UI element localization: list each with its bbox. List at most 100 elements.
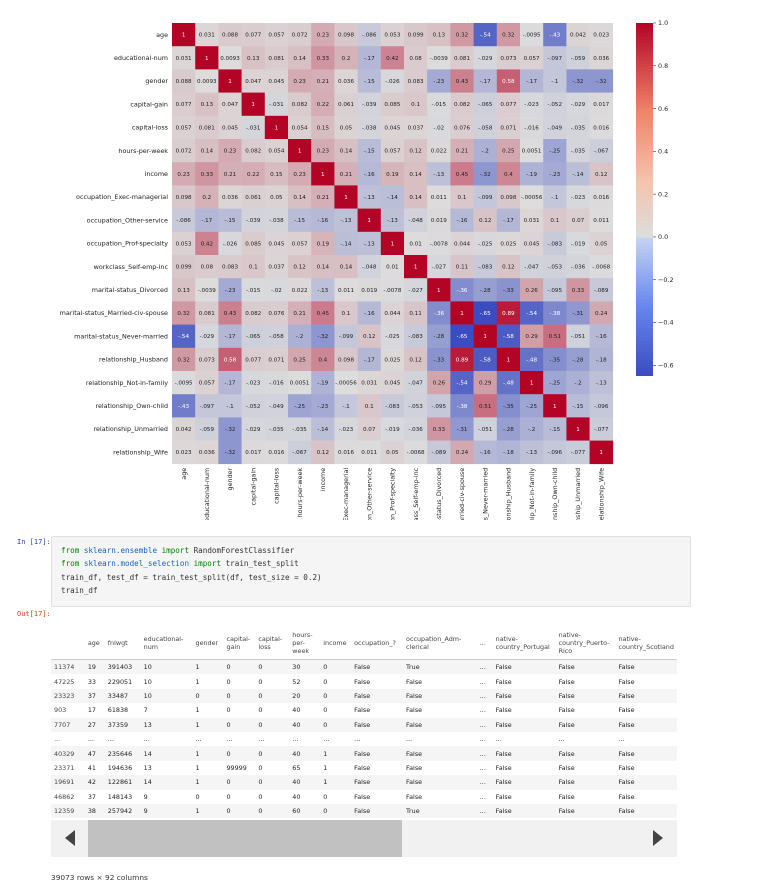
- heatmap-cell: [357, 46, 382, 70]
- heatmap-cell: [566, 417, 590, 441]
- table-cell: 1: [195, 677, 200, 686]
- heatmap-cell: [288, 69, 312, 93]
- heatmap-cell: [427, 301, 451, 325]
- heatmap-cell: [566, 208, 590, 233]
- heatmap-cell-value: 0.45: [317, 311, 330, 317]
- table-cell: 33: [87, 677, 96, 686]
- heatmap-cell-value: -.053: [548, 265, 563, 271]
- heatmap-cell: [288, 115, 312, 140]
- heatmap-cell-value: -.1: [551, 79, 559, 85]
- heatmap-cell: [589, 92, 614, 117]
- horizontal-scrollbar[interactable]: [51, 820, 677, 857]
- table-row-index: 11374: [51, 659, 85, 675]
- scrollbar-thumb[interactable]: [88, 820, 402, 857]
- heatmap-cell: [520, 23, 544, 47]
- heatmap-cell-value: 0.036: [593, 56, 609, 62]
- heatmap-cell: [264, 255, 289, 279]
- heatmap-cell-value: -.047: [408, 381, 423, 387]
- heatmap-cell: [543, 23, 567, 47]
- heatmap-cell-value: 0.081: [268, 56, 284, 62]
- heatmap-column-label: capital-loss: [273, 467, 281, 504]
- heatmap-cell-value: 0.12: [363, 334, 375, 340]
- heatmap-cell: [566, 347, 590, 372]
- heatmap-cell-value: -.17: [364, 357, 375, 363]
- heatmap-cell: [473, 115, 498, 140]
- heatmap-cell-value: 0.33: [317, 56, 330, 62]
- heatmap-cell-value: 0.12: [409, 149, 421, 155]
- heatmap-cell-value: 0.23: [317, 33, 330, 39]
- heatmap-cell: [172, 115, 196, 140]
- heatmap-row-label: age: [156, 31, 168, 39]
- table-cell: ...: [323, 735, 330, 744]
- heatmap-cell: [334, 46, 358, 70]
- heatmap-cell-value: 1: [298, 149, 302, 155]
- heatmap-cell-value: -.0095: [523, 33, 541, 39]
- heatmap-cell-value: 0.23: [293, 79, 306, 85]
- heatmap-cell-value: 0.044: [384, 311, 400, 317]
- heatmap-cell-value: -.0078: [430, 241, 448, 247]
- heatmap-cell-value: 0.4: [504, 172, 513, 178]
- heatmap-cell-value: -.065: [246, 334, 261, 340]
- heatmap-cell: [589, 278, 614, 302]
- heatmap-cell: [172, 394, 196, 418]
- heatmap-cell: [496, 162, 521, 186]
- table-cell: 1: [192, 803, 224, 819]
- table-cell: 14: [140, 746, 193, 761]
- heatmap-cell: [496, 46, 521, 70]
- heatmap-cell-value: 0.21: [293, 311, 306, 317]
- colorbar-tick-label: 0.6: [658, 105, 668, 113]
- heatmap-cell-value: 0.14: [409, 195, 422, 201]
- heatmap-cell-value: 0.022: [431, 149, 447, 155]
- heatmap-cell: [264, 440, 289, 465]
- table-row-index: 903: [54, 706, 67, 715]
- heatmap-cell: [311, 208, 335, 233]
- heatmap-cell: [172, 92, 196, 117]
- heatmap-cell-value: -.32: [480, 172, 491, 178]
- heatmap-cell-value: -.32: [225, 427, 236, 433]
- heatmap-row-label: gender: [145, 77, 168, 85]
- heatmap-cell-value: 0.045: [222, 125, 238, 131]
- heatmap-cell-value: -.17: [225, 334, 236, 340]
- scroll-left-arrow-icon[interactable]: [65, 830, 75, 846]
- heatmap-cell-value: -.36: [433, 311, 444, 317]
- table-cell: False: [555, 775, 616, 790]
- heatmap-cell: [380, 301, 405, 325]
- code-cell[interactable]: from sklearn.ensemble import RandomFores…: [51, 536, 691, 607]
- table-cell: False: [555, 746, 616, 761]
- heatmap-cell: [218, 347, 242, 372]
- heatmap-cell: [241, 440, 266, 465]
- heatmap-cell-value: -.23: [317, 404, 328, 410]
- heatmap-cell-value: -.023: [571, 195, 586, 201]
- heatmap-cell-value: 0.14: [340, 149, 353, 155]
- table-cell: False: [351, 775, 404, 790]
- table-cell: 30: [289, 659, 321, 675]
- scroll-right-arrow-icon[interactable]: [653, 830, 663, 846]
- heatmap-cell-value: 0.082: [245, 149, 261, 155]
- heatmap-cell-value: 0.031: [361, 381, 377, 387]
- dataframe-output: age fnlwgt educational-num gender capital-ga…: [51, 627, 677, 859]
- heatmap-cell-value: 0.099: [176, 265, 192, 271]
- table-cell: False: [495, 763, 512, 772]
- heatmap-cell-value: 0.32: [502, 33, 514, 39]
- heatmap-cell-value: -.058: [478, 125, 493, 131]
- heatmap-cell: [288, 208, 312, 233]
- heatmap-cell-value: 0.21: [317, 195, 330, 201]
- heatmap-cell-value: 0.045: [268, 241, 284, 247]
- heatmap-cell-value: 0.085: [245, 241, 261, 247]
- heatmap-cell: [218, 255, 242, 279]
- table-cell: 7: [143, 706, 148, 715]
- heatmap-cell-value: 0.01: [386, 265, 399, 271]
- table-column-header: ...: [476, 627, 493, 660]
- heatmap-cell-value: -.067: [594, 149, 609, 155]
- heatmap-cell: [543, 440, 567, 465]
- heatmap-cell-value: 0.14: [293, 56, 306, 62]
- heatmap-cell: [450, 255, 474, 279]
- table-cell: 52: [292, 677, 301, 686]
- heatmap-cell: [427, 208, 451, 233]
- heatmap-cell: [334, 417, 358, 441]
- heatmap-cell: [520, 92, 544, 117]
- heatmap-cell: [334, 324, 358, 349]
- heatmap-cell: [264, 139, 289, 163]
- table-cell: 229051: [107, 677, 133, 686]
- table-cell: 0: [320, 803, 352, 819]
